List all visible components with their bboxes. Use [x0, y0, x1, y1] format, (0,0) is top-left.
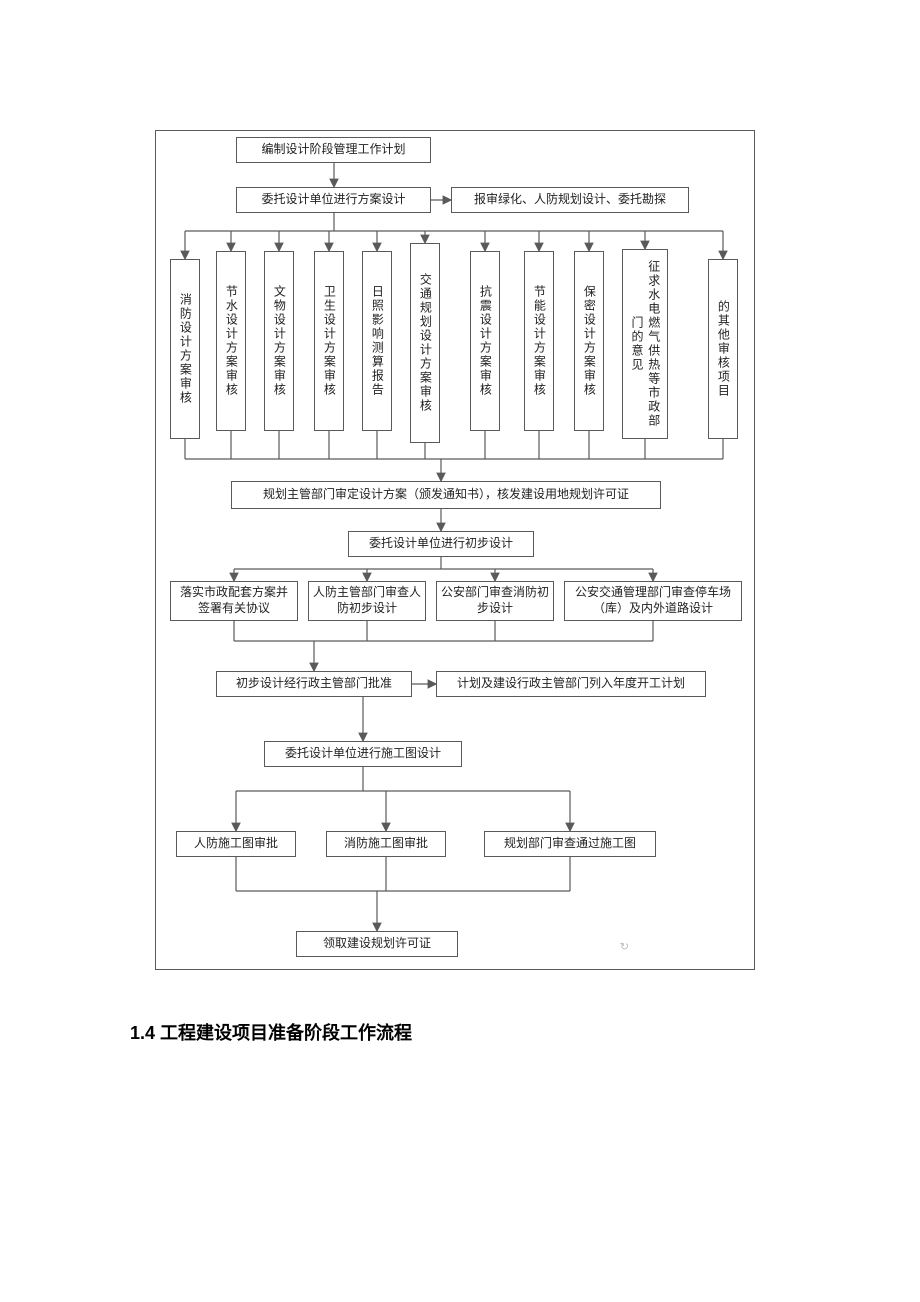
- node-n15: 规划部门审查通过施工图: [484, 831, 656, 857]
- node-n12: 委托设计单位进行施工图设计: [264, 741, 462, 767]
- node-n3: 报审绿化、人防规划设计、委托勘探: [451, 187, 689, 213]
- node-v9: 保密设计方案审核: [574, 251, 604, 431]
- node-n14: 消防施工图审批: [326, 831, 446, 857]
- node-v1: 消防设计方案审核: [170, 259, 200, 439]
- section-heading: 1.4 工程建设项目准备阶段工作流程: [130, 1019, 412, 1045]
- node-n10: 初步设计经行政主管部门批准: [216, 671, 412, 697]
- node-v6: 交通规划设计方案审核: [410, 243, 440, 443]
- node-n2: 委托设计单位进行方案设计: [236, 187, 431, 213]
- node-n9: 公安交通管理部门审查停车场（库）及内外道路设计: [564, 581, 742, 621]
- node-n5: 委托设计单位进行初步设计: [348, 531, 534, 557]
- node-v7: 抗震设计方案审核: [470, 251, 500, 431]
- watermark-icon: ↻: [619, 939, 630, 953]
- page: 编制设计阶段管理工作计划委托设计单位进行方案设计报审绿化、人防规划设计、委托勘探…: [0, 0, 920, 1302]
- node-v8: 节能设计方案审核: [524, 251, 554, 431]
- node-v11: 的其他审核项目: [708, 259, 738, 439]
- node-n6: 落实市政配套方案并签署有关协议: [170, 581, 298, 621]
- flowchart-container: 编制设计阶段管理工作计划委托设计单位进行方案设计报审绿化、人防规划设计、委托勘探…: [155, 130, 755, 970]
- node-n16: 领取建设规划许可证: [296, 931, 458, 957]
- node-n1: 编制设计阶段管理工作计划: [236, 137, 431, 163]
- node-v2: 节水设计方案审核: [216, 251, 246, 431]
- node-n7: 人防主管部门审查人防初步设计: [308, 581, 426, 621]
- node-v3: 文物设计方案审核: [264, 251, 294, 431]
- node-v5: 日照影响测算报告: [362, 251, 392, 431]
- node-v4: 卫生设计方案审核: [314, 251, 344, 431]
- heading-number: 1.4: [130, 1023, 155, 1043]
- node-v10: 征求水电燃气供热等市政部门的意见: [622, 249, 668, 439]
- node-n4: 规划主管部门审定设计方案（颁发通知书），核发建设用地规划许可证: [231, 481, 661, 509]
- node-n8: 公安部门审查消防初步设计: [436, 581, 554, 621]
- node-n11: 计划及建设行政主管部门列入年度开工计划: [436, 671, 706, 697]
- heading-title: 工程建设项目准备阶段工作流程: [160, 1023, 412, 1043]
- node-n13: 人防施工图审批: [176, 831, 296, 857]
